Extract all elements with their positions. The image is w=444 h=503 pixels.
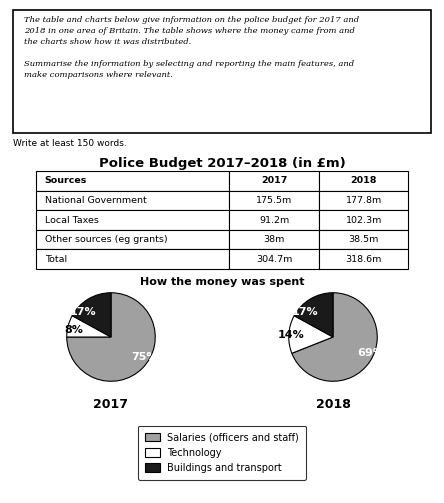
Text: Other sources (eg grants): Other sources (eg grants) (45, 235, 167, 244)
Bar (319, 249, 408, 269)
Text: 91.2m: 91.2m (259, 216, 289, 224)
Text: The table and charts below give information on the police budget for 2017 and
20: The table and charts below give informat… (24, 16, 359, 79)
Text: How the money was spent: How the money was spent (140, 277, 304, 287)
Wedge shape (289, 316, 333, 353)
Bar (319, 191, 408, 210)
Wedge shape (294, 293, 333, 337)
Bar (36, 210, 230, 230)
Text: 8%: 8% (64, 325, 83, 335)
Text: 17%: 17% (292, 307, 318, 317)
Text: Write at least 150 words.: Write at least 150 words. (13, 139, 127, 148)
Bar (319, 230, 408, 249)
FancyBboxPatch shape (13, 10, 431, 133)
Text: 2018: 2018 (316, 398, 350, 411)
Bar (230, 230, 319, 249)
Bar (230, 191, 319, 210)
Legend: Salaries (officers and staff), Technology, Buildings and transport: Salaries (officers and staff), Technolog… (138, 426, 306, 480)
Text: 102.3m: 102.3m (345, 216, 382, 224)
Text: 2017: 2017 (94, 398, 128, 411)
Wedge shape (67, 293, 155, 381)
Bar (36, 191, 230, 210)
Bar (36, 171, 230, 191)
Wedge shape (72, 293, 111, 337)
Text: 14%: 14% (278, 330, 304, 340)
Text: Total: Total (45, 255, 67, 264)
Text: 175.5m: 175.5m (256, 196, 292, 205)
Text: 177.8m: 177.8m (345, 196, 382, 205)
Text: Sources: Sources (45, 177, 87, 185)
Text: 17%: 17% (70, 307, 96, 317)
Bar (319, 171, 408, 191)
Text: 2017: 2017 (261, 177, 287, 185)
Wedge shape (67, 316, 111, 337)
Bar (36, 249, 230, 269)
Text: 69%: 69% (357, 348, 384, 358)
Bar (230, 249, 319, 269)
Bar (36, 230, 230, 249)
Bar (230, 210, 319, 230)
Text: 38m: 38m (264, 235, 285, 244)
Text: 75%: 75% (131, 353, 158, 362)
Text: Police Budget 2017–2018 (in £m): Police Budget 2017–2018 (in £m) (99, 157, 345, 170)
Text: Local Taxes: Local Taxes (45, 216, 99, 224)
Bar (319, 210, 408, 230)
Text: 304.7m: 304.7m (256, 255, 293, 264)
Wedge shape (292, 293, 377, 381)
Text: 2018: 2018 (350, 177, 377, 185)
Bar (230, 171, 319, 191)
Text: National Government: National Government (45, 196, 147, 205)
Text: 318.6m: 318.6m (345, 255, 382, 264)
Text: 38.5m: 38.5m (349, 235, 379, 244)
